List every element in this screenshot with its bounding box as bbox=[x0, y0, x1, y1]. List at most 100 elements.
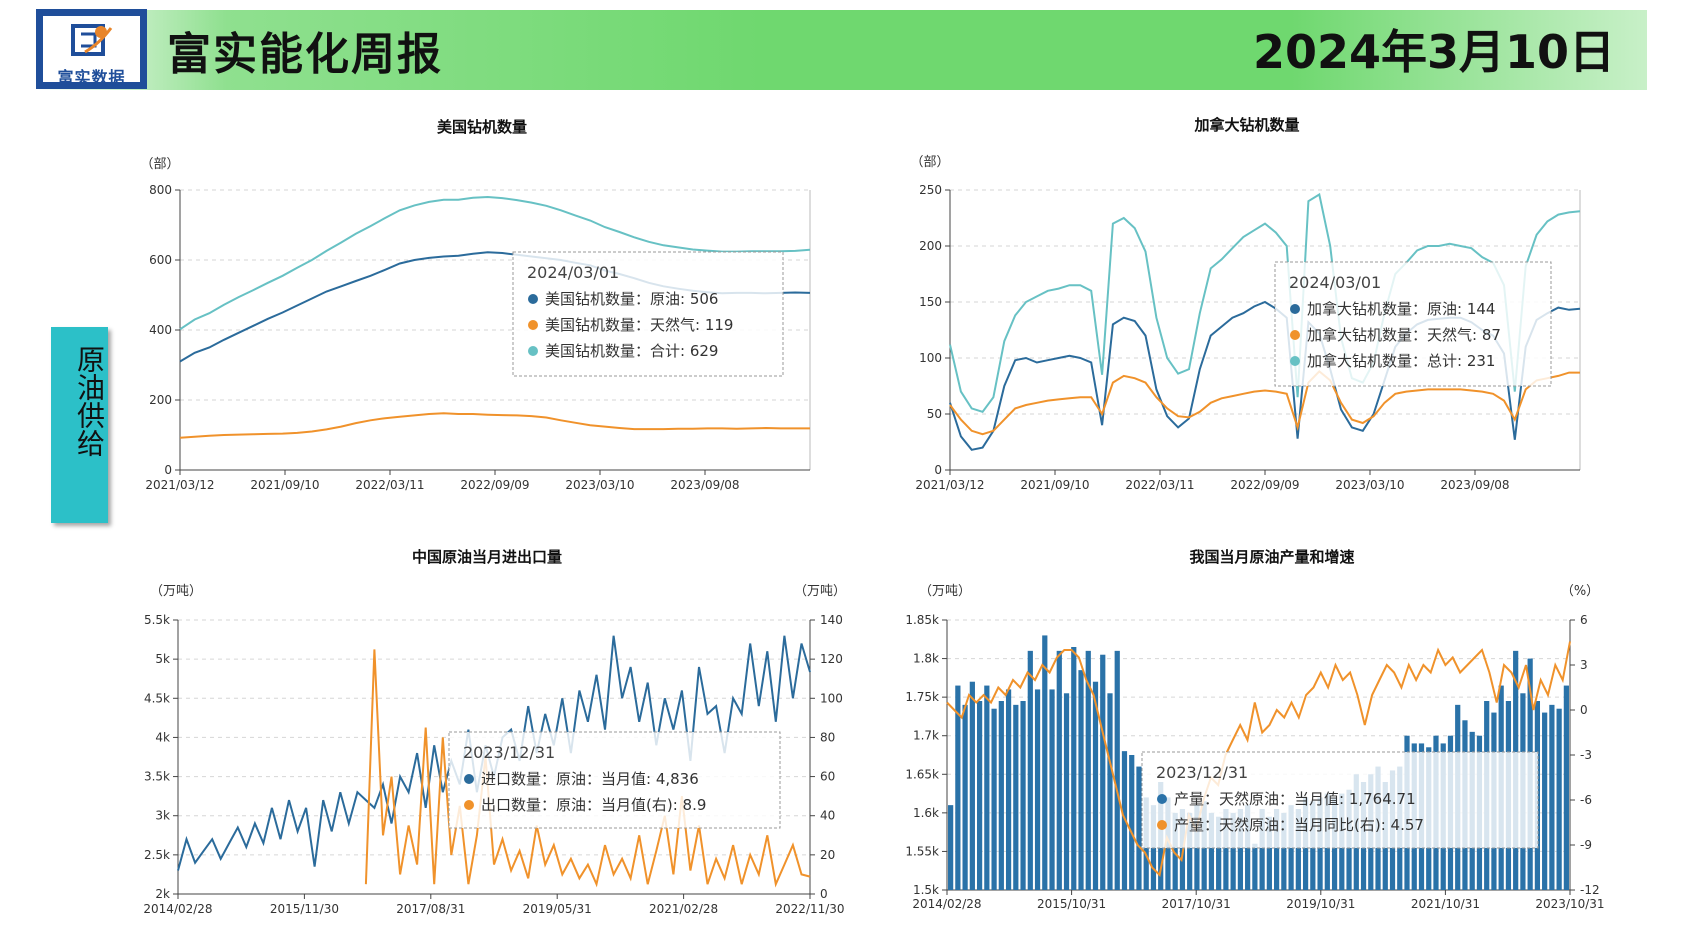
y-right-tick-label: 3 bbox=[1580, 658, 1588, 672]
y-tick-label: 3.5k bbox=[144, 770, 170, 784]
header-banner bbox=[33, 10, 1647, 90]
series-line bbox=[946, 641, 1571, 878]
tooltip-row: 加拿大钻机数量：天然气: 87 bbox=[1307, 326, 1501, 344]
y-right-tick-label: 6 bbox=[1580, 613, 1588, 627]
section-tab: 原油供给 bbox=[51, 327, 108, 523]
tooltip-marker bbox=[1290, 304, 1300, 314]
y-tick-label: 1.6k bbox=[913, 806, 939, 820]
y-right-tick-label: 0 bbox=[1580, 703, 1588, 717]
bar bbox=[1063, 693, 1070, 890]
bar bbox=[984, 685, 990, 890]
y-tick-label: 4k bbox=[155, 730, 170, 744]
y-tick-label: 50 bbox=[927, 407, 942, 421]
tooltip-row: 进口数量：原油：当月值: 4,836 bbox=[481, 770, 699, 788]
tooltip-row: 产量：天然原油：当月值: 1,764.71 bbox=[1174, 790, 1416, 808]
bar bbox=[1274, 809, 1280, 890]
y-right-tick-label: 0 bbox=[820, 887, 828, 901]
y-tick-label: 1.75k bbox=[905, 690, 939, 704]
x-tick-label: 2022/03/11 bbox=[1125, 478, 1194, 492]
tooltip-row: 美国钻机数量：天然气: 119 bbox=[545, 316, 733, 334]
logo-name: 富实数据 bbox=[57, 68, 126, 87]
bar bbox=[1121, 751, 1128, 890]
company-logo: 富实数据 FUSHI DATA bbox=[36, 9, 147, 89]
bar bbox=[1078, 670, 1084, 890]
y-tick-label: 150 bbox=[919, 295, 942, 309]
bar bbox=[976, 701, 983, 890]
y-tick-label: 1.5k bbox=[913, 883, 939, 897]
y-tick-label: 400 bbox=[149, 323, 172, 337]
x-tick-label: 2021/02/28 bbox=[649, 902, 718, 916]
tooltip-box bbox=[448, 731, 781, 829]
bar bbox=[1129, 755, 1135, 890]
y-right-tick-label: -3 bbox=[1580, 748, 1592, 762]
bar bbox=[1071, 647, 1077, 890]
chart-china-trade: 中国原油当月进出口量 （万吨） （万吨） 2k 2.5k 3k 3.5k 4k 4.5k 5k 5.… bbox=[143, 548, 846, 916]
x-tick-label: 2023/03/10 bbox=[565, 478, 634, 492]
tooltip-date: 2023/12/31 bbox=[463, 743, 555, 762]
y-tick-label: 5.5k bbox=[144, 613, 170, 627]
x-tick-label: 2022/09/09 bbox=[1230, 478, 1299, 492]
bar bbox=[1085, 650, 1091, 890]
tooltip-row: 美国钻机数量：原油: 506 bbox=[545, 290, 718, 308]
bar bbox=[955, 685, 961, 890]
y-tick-label: 0 bbox=[164, 463, 172, 477]
bar bbox=[1223, 809, 1229, 890]
x-tick-label: 2017/10/31 bbox=[1162, 897, 1231, 911]
chart-us-rigs: 美国钻机数量 （部） 0 200 400 600 800 2021/03/12 2021/09/… bbox=[140, 118, 811, 492]
bar bbox=[1295, 809, 1301, 890]
y-tick-label: 1.8k bbox=[913, 652, 939, 666]
y-tick-label: 800 bbox=[149, 183, 172, 197]
x-tick-label: 2021/10/31 bbox=[1411, 897, 1480, 911]
bar bbox=[1542, 712, 1548, 890]
bar bbox=[1259, 809, 1265, 890]
bar bbox=[1013, 704, 1019, 890]
y-tick-label: 600 bbox=[149, 253, 172, 267]
y-tick-label: 2.5k bbox=[144, 848, 170, 862]
tooltip-row: 加拿大钻机数量：原油: 144 bbox=[1307, 300, 1495, 318]
logo-sub: FUSHI DATA bbox=[58, 82, 125, 89]
bar bbox=[1027, 650, 1033, 890]
tooltip-marker bbox=[528, 294, 538, 304]
y-tick-label: 250 bbox=[919, 183, 942, 197]
bar bbox=[1020, 701, 1026, 890]
y-right-tick-label: 20 bbox=[820, 848, 835, 862]
tooltip-marker bbox=[1157, 820, 1167, 830]
y-axis-unit-right: （%） bbox=[1561, 584, 1599, 599]
x-tick-label: 2023/10/31 bbox=[1535, 897, 1604, 911]
y-tick-label: 4.5k bbox=[144, 691, 170, 705]
bar bbox=[1100, 654, 1106, 890]
y-tick-label: 5k bbox=[155, 652, 170, 666]
tooltip-marker bbox=[528, 320, 538, 330]
series-line bbox=[179, 412, 810, 439]
x-tick-label: 2023/03/10 bbox=[1335, 478, 1404, 492]
y-tick-label: 100 bbox=[919, 351, 942, 365]
tooltip-marker bbox=[464, 800, 474, 810]
y-right-tick-label: 140 bbox=[820, 613, 843, 627]
bar bbox=[1266, 816, 1272, 890]
y-tick-label: 1.85k bbox=[905, 613, 939, 627]
tooltip-marker bbox=[1290, 330, 1300, 340]
y-tick-label: 1.65k bbox=[905, 767, 939, 781]
bar bbox=[1549, 704, 1555, 890]
bar bbox=[1136, 766, 1142, 890]
bar bbox=[1556, 708, 1562, 890]
y-right-tick-label: -6 bbox=[1580, 793, 1592, 807]
report-title: 富实能化周报 bbox=[167, 29, 443, 80]
section-tab-label: 原油供给 bbox=[73, 345, 106, 457]
y-right-tick-label: 80 bbox=[820, 730, 835, 744]
series-line bbox=[949, 192, 1581, 413]
y-tick-label: 1.7k bbox=[913, 729, 939, 743]
tooltip-row: 加拿大钻机数量：总计: 231 bbox=[1307, 352, 1495, 370]
x-tick-label: 2023/09/08 bbox=[670, 478, 739, 492]
bar bbox=[1172, 812, 1178, 890]
bar bbox=[1208, 812, 1215, 890]
y-axis-unit: （部） bbox=[910, 155, 949, 170]
tooltip-row: 出口数量：原油：当月值(右): 8.9 bbox=[481, 796, 706, 814]
bar bbox=[1114, 650, 1120, 890]
tooltip-row: 产量：天然原油：当月同比(右): 4.57 bbox=[1174, 816, 1424, 834]
bar bbox=[1092, 681, 1099, 890]
tooltip-date: 2024/03/01 bbox=[1289, 273, 1381, 292]
y-tick-label: 0 bbox=[934, 463, 942, 477]
y-axis-unit-left: （万吨） bbox=[150, 584, 202, 599]
